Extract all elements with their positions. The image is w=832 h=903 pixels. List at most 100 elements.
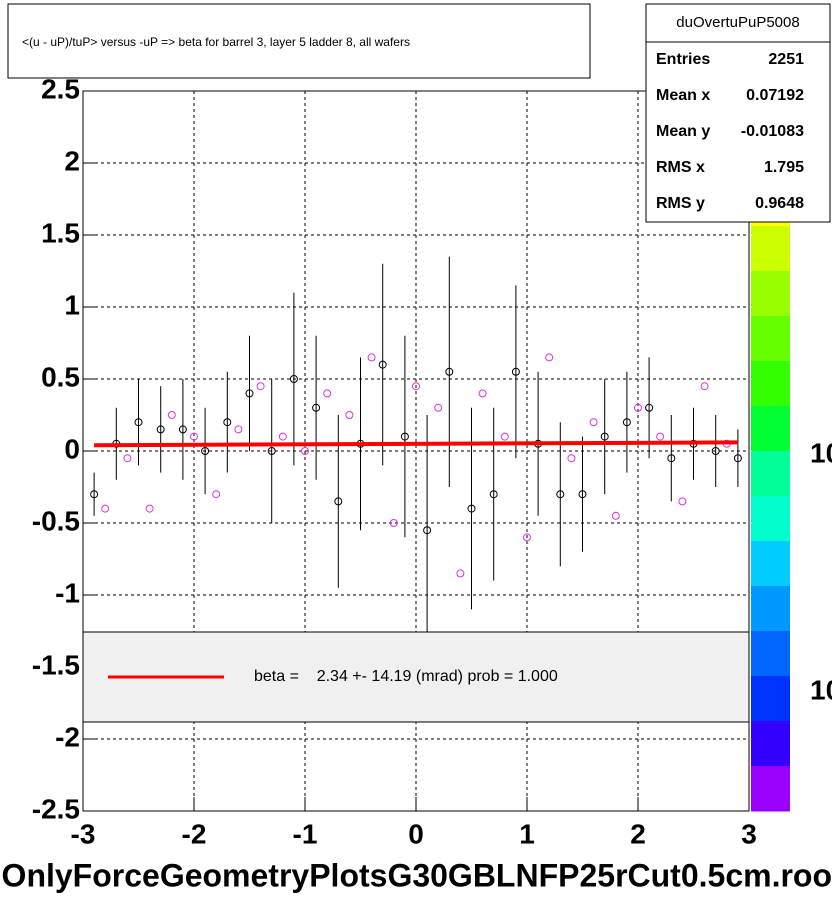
palette-cell: [751, 766, 790, 812]
data-point: [700, 382, 709, 391]
y-tick-label: 1.5: [41, 217, 80, 248]
y-tick-label: -0.5: [32, 505, 80, 536]
footer: OnlyForceGeometryPlotsG30GBLNFP25rCut0.5…: [2, 857, 832, 893]
palette-cell: [751, 586, 790, 632]
data-point: [301, 447, 309, 455]
palette-cell: [751, 316, 790, 362]
data-point: [167, 411, 176, 419]
data-point: [345, 411, 354, 419]
data-point: [556, 490, 565, 499]
data-point: [478, 389, 487, 398]
data-point: [334, 497, 343, 506]
data-point: [523, 533, 531, 542]
stats-box: [645, 3, 831, 223]
data-point: [278, 432, 287, 441]
palette-cell: [751, 496, 790, 542]
data-point: [378, 360, 387, 369]
data-point: [234, 425, 243, 434]
data-point: [178, 425, 187, 434]
data-point: [611, 511, 620, 520]
palette-cell: [751, 361, 790, 407]
data-point: [634, 403, 642, 412]
data-point: [101, 504, 110, 513]
data-point: [456, 569, 465, 578]
chart-title: <(u - uP)/tuP> versus -uP => beta for ba…: [22, 35, 410, 49]
x-tick-label: -1: [293, 818, 318, 849]
data-point: [190, 432, 198, 441]
stats-value: 0.9648: [755, 195, 804, 212]
data-point: [412, 382, 420, 391]
x-tick-label: 1: [519, 818, 535, 849]
y-tick-label: 0.5: [41, 361, 80, 392]
data-point: [256, 382, 265, 391]
stats-label: RMS x: [656, 159, 705, 176]
data-point: [90, 490, 99, 499]
stats-label: RMS y: [656, 195, 705, 212]
data-point: [567, 454, 576, 463]
data-point: [545, 353, 554, 362]
data-point: [223, 418, 232, 427]
stats-label: Mean y: [656, 123, 710, 140]
data-point: [622, 418, 631, 427]
title-box: [7, 3, 591, 79]
x-tick-label: 2: [630, 818, 646, 849]
palette-cell: [751, 406, 790, 452]
data-point: [367, 353, 376, 362]
data-point: [156, 425, 165, 434]
palette-cell: [751, 721, 790, 767]
data-point: [511, 367, 520, 376]
data-point: [467, 504, 476, 513]
data-point: [600, 432, 609, 441]
data-point: [500, 432, 509, 441]
stats-title: duOvertuPuP5008: [676, 14, 799, 31]
data-point: [423, 526, 432, 535]
data-point: [312, 403, 321, 412]
data-point: [589, 418, 598, 427]
data-point: [201, 447, 210, 455]
x-tick-label: -3: [71, 818, 96, 849]
data-point: [389, 519, 398, 527]
palette-cell: [751, 226, 790, 272]
x-tick-label: -2: [182, 818, 207, 849]
x-tick-label: 3: [741, 818, 757, 849]
y-tick-label: 2.5: [41, 73, 80, 104]
palette-label: 10: [810, 674, 832, 705]
x-tick-label: 0: [408, 818, 424, 849]
stats-label: Entries: [656, 51, 710, 68]
data-point: [711, 447, 720, 455]
y-tick-label: 0: [64, 433, 80, 464]
palette-cell: [751, 271, 790, 317]
y-tick-label: -1: [55, 577, 80, 608]
data-point: [245, 389, 254, 398]
data-point: [134, 418, 143, 427]
stats-value: -0.01083: [741, 123, 804, 140]
stats-value: 0.07192: [746, 87, 804, 104]
y-tick-label: -1.5: [32, 649, 80, 680]
palette-cell: [751, 676, 790, 722]
data-point: [289, 375, 298, 383]
data-point: [400, 432, 409, 441]
y-tick-label: -2: [55, 721, 80, 752]
data-point: [678, 497, 687, 506]
data-point: [145, 504, 154, 513]
data-point: [667, 454, 676, 463]
data-point: [267, 447, 276, 455]
y-tick-label: 2: [64, 145, 80, 176]
y-tick-label: 1: [64, 289, 80, 320]
data-point: [434, 403, 443, 412]
data-point: [733, 454, 742, 463]
data-point: [323, 389, 332, 398]
data-point: [656, 432, 665, 441]
palette-cell: [751, 451, 790, 497]
y-tick-label: -2.5: [32, 793, 80, 824]
stats-value: 2251: [768, 51, 804, 68]
palette-cell: [751, 631, 790, 677]
data-point: [489, 490, 498, 499]
data-point: [645, 403, 654, 412]
legend-text: beta = 2.34 +- 14.19 (mrad) prob = 1.000: [254, 668, 558, 685]
data-point: [578, 490, 587, 499]
data-point: [212, 490, 221, 499]
palette-cell: [751, 541, 790, 587]
